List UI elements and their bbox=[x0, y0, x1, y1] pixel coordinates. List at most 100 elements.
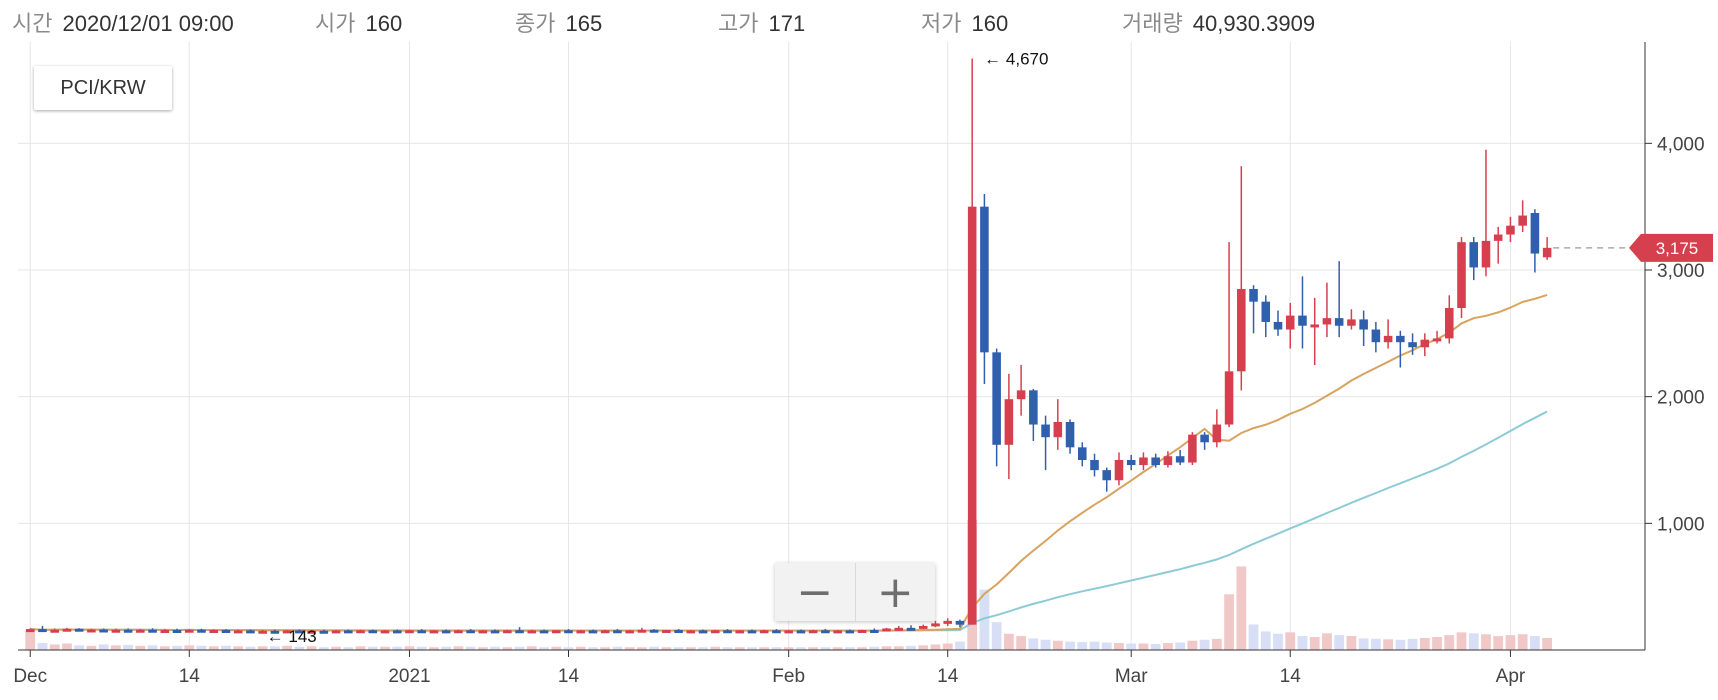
zoom-in-button[interactable]: + bbox=[854, 563, 936, 621]
candle-body bbox=[784, 630, 793, 634]
volume-bar bbox=[1395, 639, 1406, 650]
y-tick-label: 4,000 bbox=[1657, 134, 1705, 155]
candle-body bbox=[99, 629, 108, 633]
candle-body bbox=[1530, 213, 1540, 254]
volume-bar bbox=[147, 645, 158, 650]
volume-bar bbox=[1432, 637, 1442, 650]
volume-bar bbox=[490, 646, 500, 650]
candle-body bbox=[1077, 447, 1087, 460]
zoom-out-button[interactable]: − bbox=[796, 566, 834, 618]
volume-bar bbox=[1530, 636, 1540, 650]
candle-body bbox=[233, 630, 243, 634]
candle-body bbox=[441, 630, 451, 634]
candle-body bbox=[772, 630, 781, 634]
volume-bar bbox=[844, 647, 855, 650]
volume-bar bbox=[1077, 642, 1088, 650]
candle-body bbox=[282, 630, 292, 634]
volume-bar bbox=[869, 646, 880, 650]
volume-bar bbox=[906, 645, 916, 650]
info-volume-label: 거래량 bbox=[1122, 11, 1183, 36]
candle-body bbox=[1139, 457, 1148, 466]
volume-bar bbox=[832, 647, 843, 650]
volume-bar bbox=[1199, 639, 1210, 650]
candle-body bbox=[539, 630, 549, 634]
candle-body bbox=[295, 630, 304, 634]
volume-bar bbox=[1444, 635, 1455, 650]
info-volume: 거래량 40,930.3909 bbox=[1122, 6, 1315, 38]
candle-body bbox=[319, 630, 329, 634]
volume-bar bbox=[196, 645, 207, 650]
volume-bar bbox=[1468, 633, 1479, 650]
volume-bar bbox=[734, 647, 745, 650]
volume-bar bbox=[1065, 641, 1075, 650]
y-tick-label: 1,000 bbox=[1657, 514, 1705, 535]
info-time-label: 시간 bbox=[12, 11, 53, 36]
candle-body bbox=[356, 630, 365, 634]
volume-bar bbox=[649, 646, 660, 650]
candle-body bbox=[980, 206, 989, 353]
volume-bar bbox=[282, 645, 293, 650]
volume-bar bbox=[1052, 640, 1063, 650]
volume-bar bbox=[1175, 642, 1186, 650]
volume-bar bbox=[1089, 641, 1100, 650]
info-open-value: 160 bbox=[365, 11, 403, 36]
candle-body bbox=[576, 630, 586, 634]
candle-body bbox=[808, 630, 818, 634]
volume-bar bbox=[1150, 643, 1161, 650]
volume-bar bbox=[294, 646, 305, 650]
volume-bar bbox=[404, 646, 415, 650]
volume-bar bbox=[331, 646, 341, 650]
volume-bar bbox=[759, 647, 770, 650]
volume-bar bbox=[172, 645, 182, 650]
volume-bar bbox=[49, 644, 60, 650]
volume-bar bbox=[1040, 639, 1051, 650]
pair-badge[interactable]: PCI/KRW bbox=[34, 66, 172, 110]
candle-body bbox=[1273, 321, 1283, 330]
volume-bar bbox=[1248, 624, 1259, 650]
x-tick-label: Mar bbox=[1115, 666, 1148, 687]
volume-bar bbox=[453, 646, 464, 650]
volume-bar bbox=[380, 646, 390, 650]
volume-bar bbox=[367, 646, 378, 650]
candle-body bbox=[1249, 289, 1258, 302]
candle-body bbox=[918, 625, 928, 629]
candle-body bbox=[1383, 335, 1393, 343]
volume-bar bbox=[1028, 638, 1039, 650]
volume-bar bbox=[184, 645, 195, 650]
volume-bar bbox=[955, 641, 965, 650]
volume-bar bbox=[1211, 638, 1222, 650]
candle-body bbox=[368, 630, 378, 634]
volume-bar bbox=[1236, 566, 1247, 650]
candle-body bbox=[551, 630, 561, 634]
candle-body bbox=[625, 630, 634, 634]
candle-body bbox=[417, 630, 426, 634]
candle-body bbox=[711, 630, 720, 634]
volume-bar bbox=[1224, 594, 1234, 650]
volume-bar bbox=[135, 645, 146, 650]
candle-body bbox=[662, 629, 671, 633]
volume-bar bbox=[429, 647, 439, 650]
candle-body bbox=[992, 352, 1001, 445]
candle-body bbox=[1371, 329, 1381, 343]
candle-body bbox=[1261, 301, 1271, 322]
volume-bar bbox=[539, 647, 549, 650]
candle-body bbox=[564, 630, 573, 634]
volume-bar bbox=[477, 647, 488, 650]
candle-body bbox=[613, 630, 622, 634]
candle-body bbox=[1090, 460, 1099, 471]
volume-bar bbox=[575, 646, 586, 650]
candle-body bbox=[1053, 422, 1063, 438]
volume-bar bbox=[123, 644, 133, 650]
volume-bar bbox=[526, 646, 537, 650]
volume-bar bbox=[673, 647, 684, 650]
candle-body bbox=[209, 629, 219, 633]
candle-body bbox=[698, 630, 708, 634]
volume-bar bbox=[98, 644, 109, 650]
candle-body bbox=[1347, 319, 1356, 326]
candle-body bbox=[894, 627, 904, 631]
candle-body bbox=[1041, 424, 1050, 438]
candle-body bbox=[148, 629, 157, 633]
volume-bar bbox=[270, 646, 280, 650]
volume-bar bbox=[808, 647, 819, 650]
